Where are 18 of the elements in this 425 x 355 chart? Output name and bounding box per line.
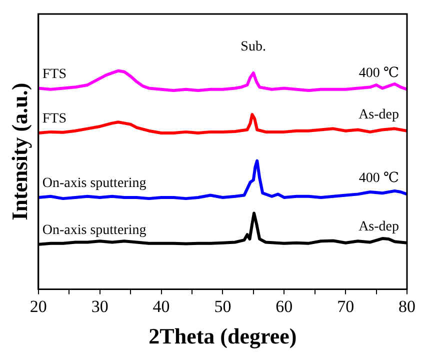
x-tick-label: 40 xyxy=(152,296,170,316)
x-tick-label: 60 xyxy=(276,296,293,316)
x-tick-label: 20 xyxy=(30,296,47,316)
annotation: 400 ℃ xyxy=(358,170,399,186)
text: Sub. xyxy=(240,40,266,55)
annotation: As-dep xyxy=(358,220,399,235)
series-label: On-axis sputtering xyxy=(42,176,146,192)
series-label: FTS xyxy=(42,66,67,82)
x-tick-label: 50 xyxy=(214,296,232,316)
y-axis-title: Intensity (a.u.) xyxy=(6,82,32,220)
annotation: As-dep xyxy=(358,108,399,123)
annotation: 400 ℃ xyxy=(358,66,399,82)
series-label: FTS xyxy=(42,112,67,127)
x-tick-label: 70 xyxy=(337,296,354,316)
x-axis-title: 2Theta (degree) xyxy=(148,323,297,348)
series-label: On-axis sputtering xyxy=(42,223,146,238)
x-tick-label: 30 xyxy=(91,296,108,316)
x-tick-label: 80 xyxy=(398,296,416,316)
